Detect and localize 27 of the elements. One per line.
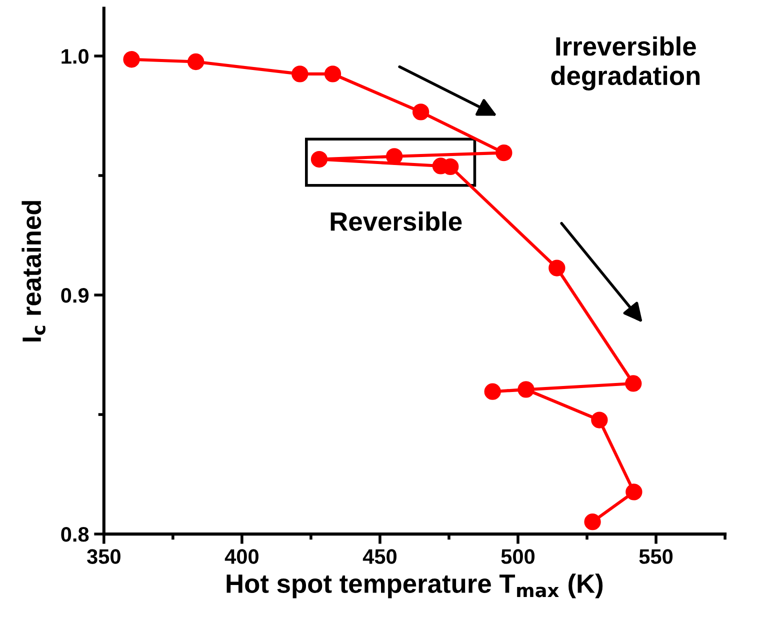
y-axis-title: I$_{c}$ reatained: [22, 200, 46, 342]
y-tick-label: 0.9: [61, 288, 89, 303]
point: [188, 53, 204, 70]
annotation: Reversible: [330, 212, 462, 231]
point: [324, 66, 342, 82]
point: [548, 260, 566, 276]
x-tick-label: 350: [87, 549, 120, 564]
x-tick-label: 500: [501, 549, 535, 564]
y-tick-label: 0.8: [61, 527, 89, 542]
x-axis-title: Hot spot temperature T$_{max}$ (K): [226, 574, 603, 598]
point: [518, 381, 534, 398]
point: [310, 150, 328, 168]
point: [386, 148, 403, 165]
annotation: Irreversible degradation: [551, 36, 700, 90]
x-tick-label: 550: [639, 549, 673, 564]
x-tick-label: 400: [224, 549, 258, 564]
point: [626, 484, 642, 500]
point: [412, 104, 430, 120]
y-tick-label: 1.0: [62, 49, 88, 64]
point: [496, 144, 512, 162]
point: [625, 375, 642, 392]
point: [584, 514, 601, 530]
point: [292, 66, 308, 82]
point: [484, 383, 501, 400]
x-tick-label: 450: [362, 549, 396, 564]
point: [123, 51, 140, 68]
point: [591, 412, 608, 428]
